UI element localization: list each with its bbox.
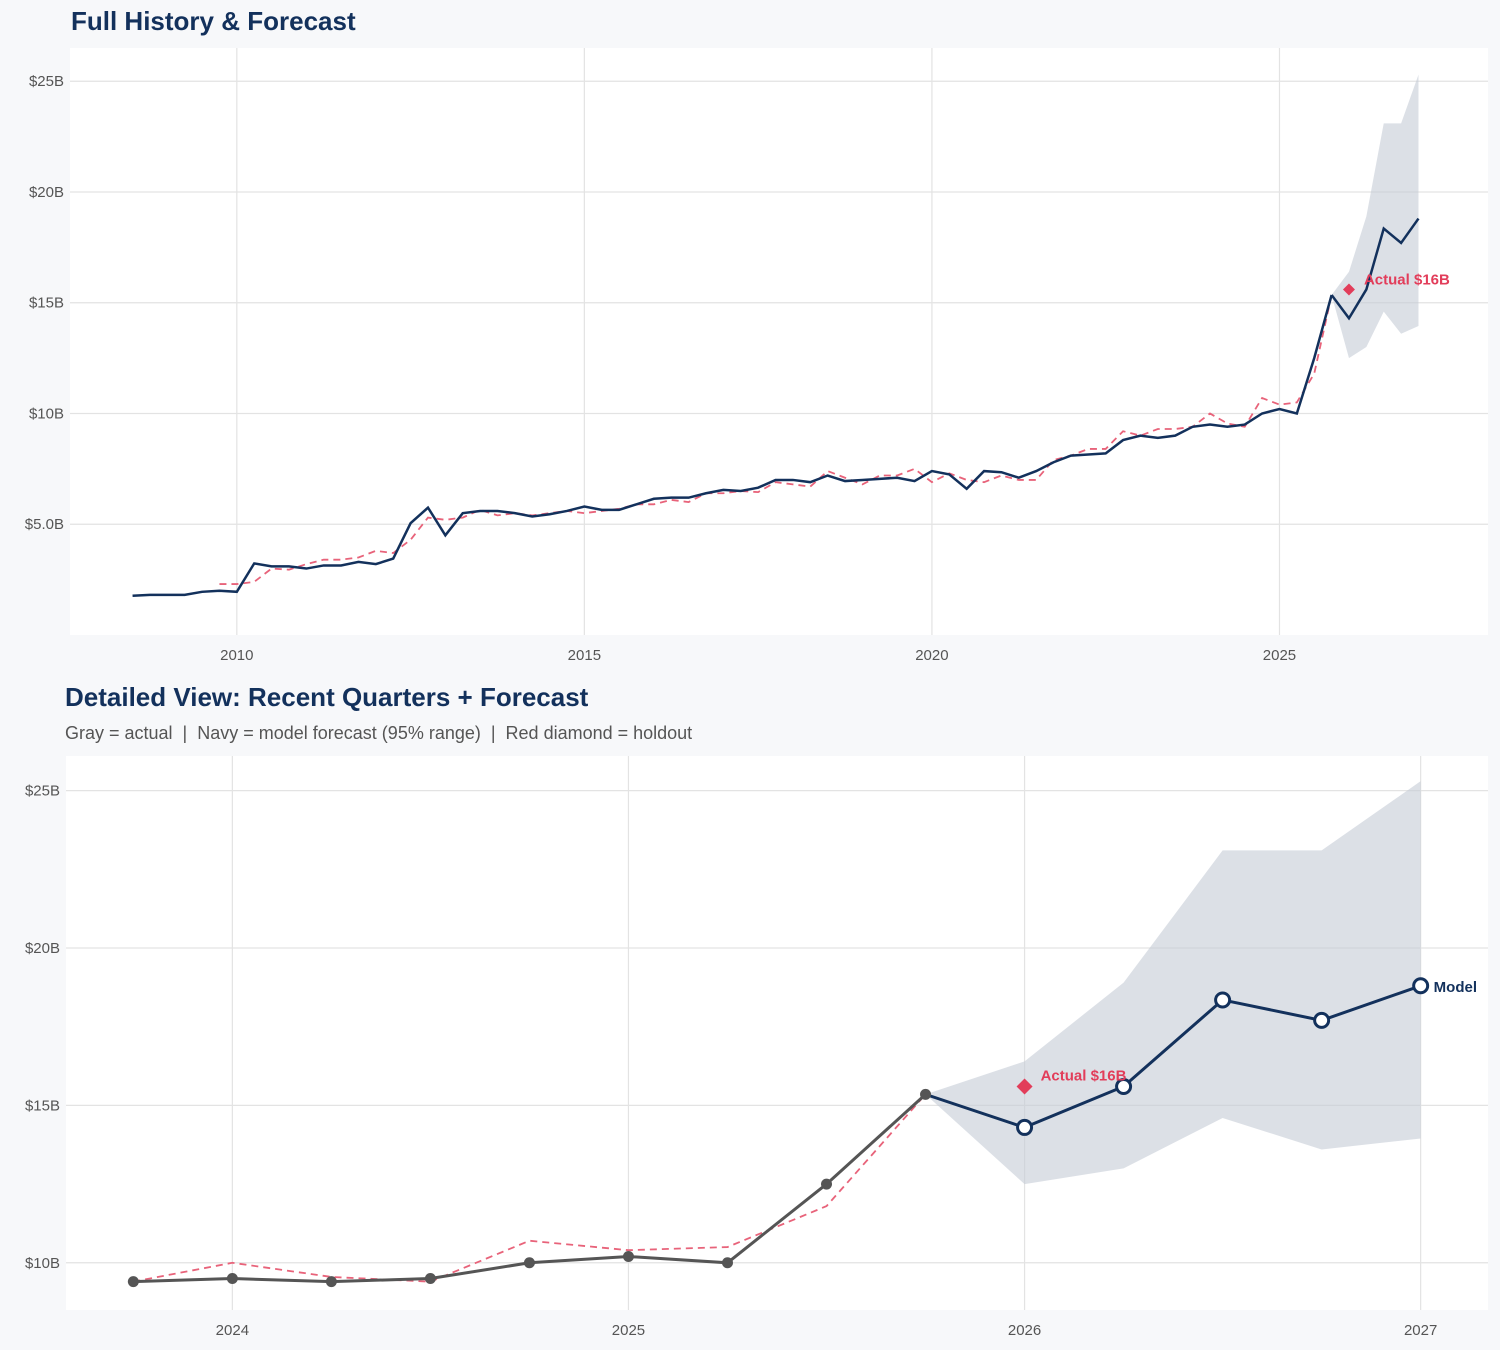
holdout-diamond <box>1342 283 1355 296</box>
x-tick-label: 2026 <box>1008 1322 1041 1339</box>
top-chart-title: Full History & Forecast <box>71 6 356 36</box>
holdout-diamond <box>1016 1078 1033 1095</box>
y-tick-label: $15B <box>25 1097 60 1114</box>
full-history-chart: 2010 2015 2020 2025 $5.0B $10B $15B $20B $25B Act… <box>25 48 1488 664</box>
actual-point <box>721 1257 733 1269</box>
forecast-line <box>1330 217 1420 321</box>
holdout-label: Actual $16B <box>1041 1068 1127 1085</box>
bottom-chart-subtitle: Gray = actual | Navy = model forecast (9… <box>65 723 693 743</box>
forecast-line <box>925 984 1422 1130</box>
x-tick-label: 2010 <box>220 647 253 664</box>
actual-point <box>226 1273 238 1285</box>
actual-point <box>821 1178 833 1190</box>
actual-line <box>132 294 1333 598</box>
actual-point <box>127 1276 139 1288</box>
x-tick-label: 2024 <box>216 1322 249 1339</box>
forecast-point <box>1214 991 1232 1009</box>
actual-point <box>622 1250 634 1262</box>
fitted-line <box>133 1093 927 1283</box>
y-tick-label: $10B <box>29 405 64 422</box>
y-tick-label: $10B <box>25 1255 60 1272</box>
fitted-line <box>219 294 1333 585</box>
bottom-chart-title: Detailed View: Recent Quarters + Forecas… <box>65 682 589 712</box>
model-label: Model <box>1434 979 1477 996</box>
x-tick-label: 2015 <box>568 647 601 664</box>
y-tick-label: $20B <box>25 940 60 957</box>
y-tick-label: $20B <box>29 184 64 201</box>
actual-point <box>523 1257 535 1269</box>
y-tick-label: $15B <box>29 295 64 312</box>
forecast-point <box>1313 1011 1331 1029</box>
actual-point <box>424 1273 436 1285</box>
x-tick-label: 2025 <box>1263 647 1296 664</box>
forecast-point <box>1016 1118 1034 1136</box>
forecast-point <box>1412 977 1430 995</box>
forecast-point <box>1115 1078 1133 1096</box>
x-tick-label: 2020 <box>915 647 948 664</box>
forecast-95-band <box>925 781 1421 1185</box>
forecast-95-band <box>1331 74 1419 359</box>
x-tick-label: 2025 <box>612 1322 645 1339</box>
actual-point <box>920 1088 932 1100</box>
holdout-label: Actual $16B <box>1364 271 1450 288</box>
y-tick-label: $25B <box>29 73 64 90</box>
plot-area <box>70 48 1488 635</box>
y-tick-label: $25B <box>25 783 60 800</box>
x-tick-label: 2027 <box>1404 1322 1437 1339</box>
y-tick-label: $5.0B <box>25 516 64 533</box>
actual-point <box>325 1276 337 1288</box>
